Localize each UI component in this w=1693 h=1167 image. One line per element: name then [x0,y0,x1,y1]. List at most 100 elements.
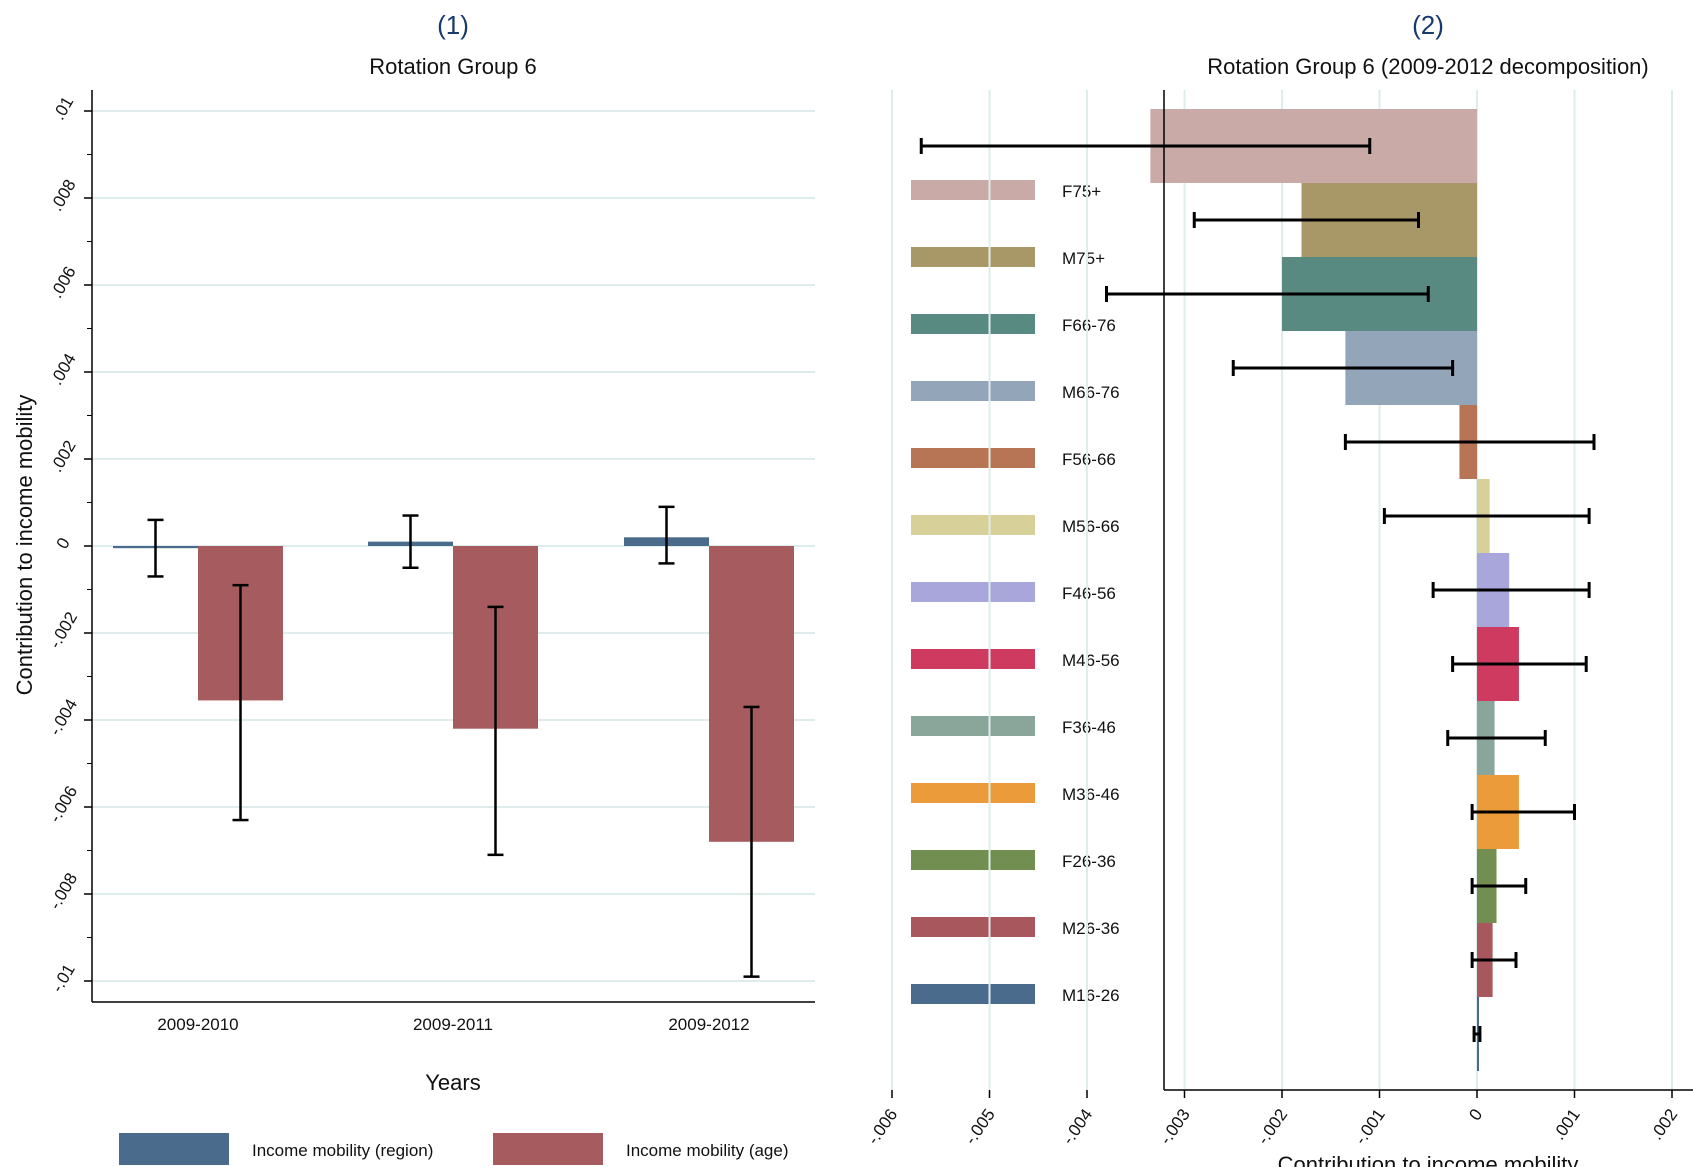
error-bar [1382,508,1591,524]
panel-1-bars [113,537,794,842]
x-tick-label: .002 [1647,1105,1682,1143]
error-bar [147,518,164,578]
legend-swatch [911,515,1035,535]
y-tick-label: .01 [49,93,77,123]
legend-swatch [911,582,1035,602]
x-tick-label: 0 [1465,1105,1486,1124]
panel-1-legend: Income mobility (region) Income mobility… [119,1133,789,1165]
y-tick-label: -.006 [45,783,81,826]
legend-swatch [911,649,1035,669]
legend-item: M46-56 [911,649,1120,670]
y-tick-label: .004 [47,350,80,388]
legend-swatch [911,247,1035,267]
panel-2-title: Rotation Group 6 (2009-2012 decompositio… [1207,54,1649,79]
panel-2-label: (2) [1412,10,1444,40]
legend-item: F36-46 [911,716,1116,737]
error-bar [1192,212,1420,228]
y-tick-label: -.008 [45,870,81,913]
x-tick-label: 2009-2011 [413,1015,493,1034]
x-tick-label: -.001 [1351,1105,1389,1148]
legend-label: F56-66 [1062,450,1116,469]
error-bar [1231,360,1455,376]
error-bar [1451,656,1588,672]
legend-item: F26-36 [911,850,1116,871]
legend-label: F46-56 [1062,584,1116,603]
panel-2-legend: F75+ M75+ F66-76 M66-76 F56-66 M56-66 F46-56 M4… [911,180,1120,1005]
x-tick-label: 2009-2012 [668,1015,749,1034]
legend-item: F46-56 [911,582,1116,603]
error-bar [1446,730,1547,746]
y-tick-label: .008 [47,176,80,214]
legend-item: M26-36 [911,917,1120,938]
x-tick-label: -.004 [1058,1105,1096,1148]
y-tick-label: -.004 [45,696,81,739]
y-tick-label: -.002 [45,609,81,652]
y-tick-label: .006 [47,263,80,301]
legend-label-age: Income mobility (age) [626,1141,789,1160]
error-bar [658,505,675,565]
panel-1-y-axis-label: Contribution to income mobility [12,395,37,696]
legend-label: M16-26 [1062,986,1120,1005]
legend-item: F75+ [911,180,1101,201]
legend-label-region: Income mobility (region) [252,1141,433,1160]
error-bar [1431,582,1591,598]
legend-swatch [911,850,1035,870]
legend-item: F66-76 [911,314,1116,335]
error-bar [1470,804,1576,820]
legend-swatch-age [493,1133,603,1165]
y-tick-label: .002 [47,437,80,475]
panel-1-error-bars [147,505,760,978]
error-bar [1470,952,1518,968]
legend-swatch [911,984,1035,1004]
x-tick-label: .001 [1549,1105,1584,1143]
error-bar [919,138,1372,154]
x-tick-label: -.005 [961,1105,999,1148]
legend-item: M66-76 [911,381,1120,402]
legend-swatch [911,917,1035,937]
legend-item: M16-26 [911,984,1120,1005]
legend-swatch [911,448,1035,468]
panel-1-title: Rotation Group 6 [369,54,537,79]
x-tick-label: -.002 [1253,1105,1291,1148]
error-bar [232,583,249,822]
panel-2: (2) Rotation Group 6 (2009-2012 decompos… [863,10,1693,1167]
legend-label: M66-76 [1062,383,1120,402]
legend-label: F75+ [1062,182,1101,201]
error-bar [743,705,760,978]
panel-1: (1) Rotation Group 6 .01 .008 .006 .004 .002… [12,10,815,1165]
panel-1-x-axis-label: Years [425,1070,480,1095]
legend-item: M75+ [911,247,1105,268]
legend-label: F36-46 [1062,718,1116,737]
x-tick-label: -.006 [863,1105,901,1148]
legend-swatch-region [119,1133,229,1165]
panel-1-label: (1) [437,10,469,40]
legend-label: M56-66 [1062,517,1120,536]
legend-swatch [911,180,1035,200]
error-bar [402,514,419,569]
legend-label: F66-76 [1062,316,1116,335]
legend-label: M36-46 [1062,785,1120,804]
legend-swatch [911,783,1035,803]
panel-1-axes: .01 .008 .006 .004 .002 0 -.002 -.004 -.006 -.008… [45,90,815,1034]
x-tick-label: 2009-2010 [157,1015,238,1034]
x-tick-label: -.003 [1156,1105,1194,1148]
panel-2-error-bars [919,138,1596,1042]
legend-swatch [911,314,1035,334]
panel-2-x-axis-label: Contribution to income mobility [1278,1152,1579,1167]
legend-label: M26-36 [1062,919,1120,938]
legend-item: M56-66 [911,515,1120,536]
legend-item: M36-46 [911,783,1120,804]
legend-label: F26-36 [1062,852,1116,871]
legend-label: M75+ [1062,249,1105,268]
legend-swatch [911,716,1035,736]
error-bar [1343,434,1596,450]
error-bar [487,605,504,857]
legend-item: F56-66 [911,448,1116,469]
y-tick-label: 0 [53,534,74,552]
error-bar [1472,1026,1482,1042]
legend-label: M46-56 [1062,651,1120,670]
y-tick-label: -.01 [48,961,79,996]
error-bar [1470,878,1528,894]
error-bar [1105,286,1430,302]
